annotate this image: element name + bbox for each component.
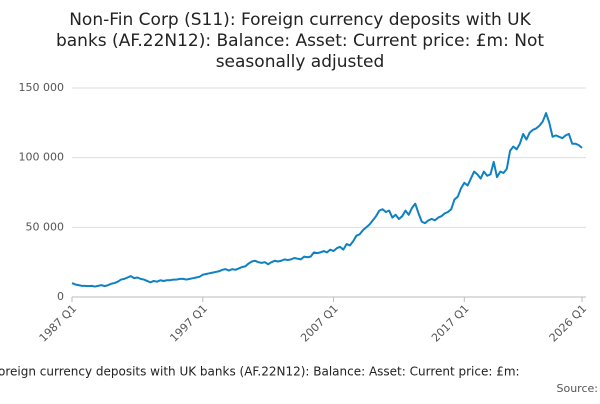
- y-tick-label: 0: [57, 290, 64, 303]
- x-tick-label: 2007 Q1: [298, 302, 341, 345]
- x-axis-label: oreign currency deposits with UK banks (…: [0, 365, 520, 379]
- chart-title: banks (AF.22N12): Balance: Asset: Curren…: [56, 31, 544, 51]
- y-tick-label: 150 000: [19, 81, 65, 94]
- y-tick-label: 100 000: [19, 151, 65, 164]
- x-tick-label: 2026 Q1: [547, 302, 590, 345]
- line: [71, 112, 583, 288]
- source: Source:: [557, 382, 599, 395]
- chart-title: seasonally adjusted: [216, 52, 385, 72]
- x-tick-label: 1987 Q1: [37, 302, 80, 345]
- y-tick-label: 50 000: [26, 220, 65, 233]
- x-tick-label: 2017 Q1: [429, 302, 472, 345]
- x-tick-label: 1997 Q1: [167, 302, 210, 345]
- chart-title: Non-Fin Corp (S11): Foreign currency dep…: [69, 10, 531, 30]
